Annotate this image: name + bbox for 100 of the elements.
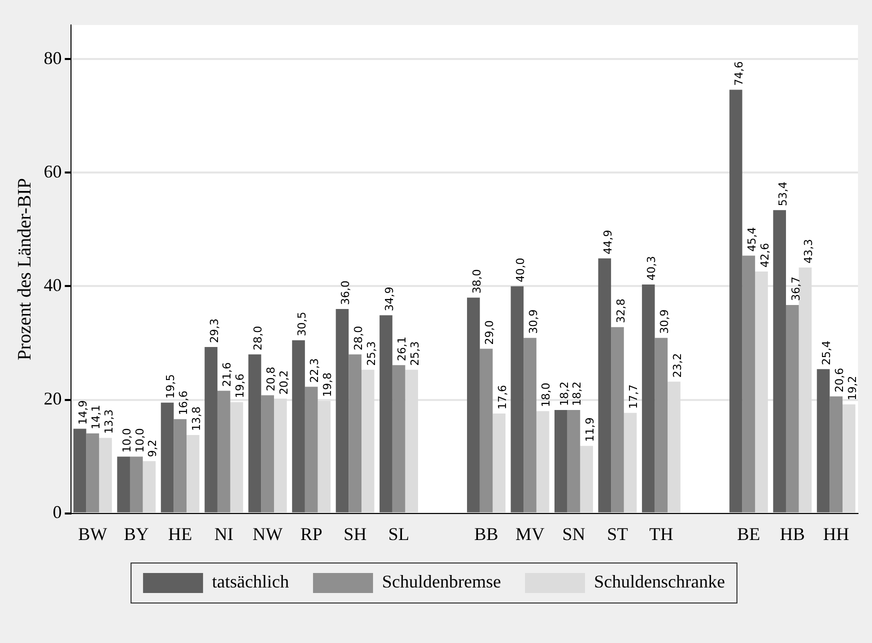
x-tick-label: NI (214, 524, 234, 544)
legend-label: tatsächlich (212, 572, 290, 592)
y-tick-label: 40 (44, 274, 62, 295)
data-label: 30,9 (658, 309, 672, 334)
bar (598, 258, 612, 512)
bar (467, 298, 480, 512)
data-label: 40,3 (645, 256, 658, 281)
bar (261, 395, 274, 512)
bar (204, 347, 218, 512)
data-label: 26,1 (396, 336, 409, 362)
data-label: 28,0 (252, 326, 265, 350)
bar (86, 433, 100, 512)
data-label: 28,0 (352, 326, 365, 350)
bar (524, 338, 536, 512)
data-label: 43,3 (802, 238, 816, 264)
data-label: 14,1 (90, 404, 103, 430)
bar (510, 286, 524, 512)
y-tick-label: 80 (44, 48, 62, 68)
legend-label: Schuldenbremse (382, 572, 501, 592)
data-label: 36,7 (789, 276, 802, 301)
x-tick-label: SL (388, 524, 410, 544)
data-label: 20,6 (832, 368, 846, 392)
data-label: 53,4 (776, 182, 790, 206)
x-tick-label: BY (124, 524, 149, 544)
bar (729, 90, 742, 512)
bar (348, 354, 362, 512)
x-tick-label: HB (780, 524, 805, 544)
bar (336, 308, 349, 512)
data-label: 11,9 (583, 417, 596, 442)
data-label: 40,0 (514, 258, 528, 282)
data-label: 17,6 (496, 384, 509, 410)
data-label: 21,6 (220, 362, 234, 387)
data-label: 30,5 (295, 312, 308, 336)
data-label: 19,8 (321, 372, 334, 397)
bar (830, 396, 843, 512)
data-label: 19,6 (234, 374, 247, 398)
data-label: 42,6 (758, 242, 772, 268)
bar (611, 327, 624, 512)
data-label: 13,3 (102, 409, 116, 434)
bar (380, 315, 392, 512)
data-label: 9,2 (146, 440, 160, 458)
x-tick-label: BB (474, 524, 498, 544)
data-label: 10,0 (133, 428, 146, 453)
data-label: 44,9 (602, 230, 614, 254)
x-tick-label: BW (78, 524, 108, 544)
data-label: 16,6 (176, 390, 190, 416)
data-label: 23,2 (670, 353, 684, 378)
x-tick-label: SH (344, 524, 367, 544)
data-label: 38,0 (470, 269, 484, 294)
data-label: 18,2 (558, 382, 571, 406)
data-label: 22,3 (308, 358, 322, 383)
bar (786, 304, 799, 512)
data-label: 74,6 (732, 61, 746, 86)
bar (554, 410, 568, 512)
x-tick-label: ST (606, 524, 628, 544)
bar (117, 456, 130, 512)
bar (73, 428, 86, 512)
x-tick-label: HE (168, 524, 192, 544)
data-label: 34,9 (382, 286, 396, 312)
data-label: 29,0 (483, 320, 496, 345)
data-label: 13,8 (190, 406, 203, 432)
data-label: 25,4 (820, 340, 834, 366)
data-label: 19,5 (164, 374, 178, 399)
bar (304, 386, 318, 512)
data-label: 32,8 (614, 298, 628, 324)
x-tick-label: RP (300, 524, 322, 544)
data-label: 20,2 (277, 370, 290, 395)
data-label: 19,2 (846, 376, 859, 400)
x-tick-label: SN (562, 524, 586, 544)
bar (816, 369, 830, 512)
x-tick-label: NW (252, 524, 283, 544)
bar (480, 348, 493, 512)
bar (174, 419, 187, 512)
data-label: 14,9 (76, 400, 90, 425)
bar (773, 210, 786, 512)
bar (292, 340, 305, 512)
data-label: 20,8 (264, 366, 278, 392)
bar (654, 338, 668, 512)
bar (217, 390, 230, 512)
data-label: 17,7 (627, 384, 640, 409)
data-label: 25,3 (364, 341, 378, 366)
x-tick-label: BE (737, 524, 760, 544)
bar (130, 456, 143, 512)
bar (392, 365, 406, 512)
bar (160, 402, 174, 512)
y-tick-label: 60 (44, 161, 62, 182)
x-tick-label: MV (515, 524, 545, 544)
data-label: 29,3 (208, 318, 221, 344)
bar (642, 284, 655, 512)
x-tick-label: HH (823, 524, 850, 544)
bar (742, 256, 756, 512)
x-tick-label: TH (649, 524, 674, 544)
bar (567, 410, 580, 512)
data-label: 30,9 (526, 309, 540, 334)
data-label: 10,0 (120, 428, 134, 453)
data-label: 36,0 (339, 280, 352, 305)
data-label: 18,0 (540, 382, 553, 408)
data-label: 45,4 (746, 227, 759, 252)
data-label: 18,2 (570, 382, 584, 406)
y-tick-label: 0 (52, 502, 62, 522)
